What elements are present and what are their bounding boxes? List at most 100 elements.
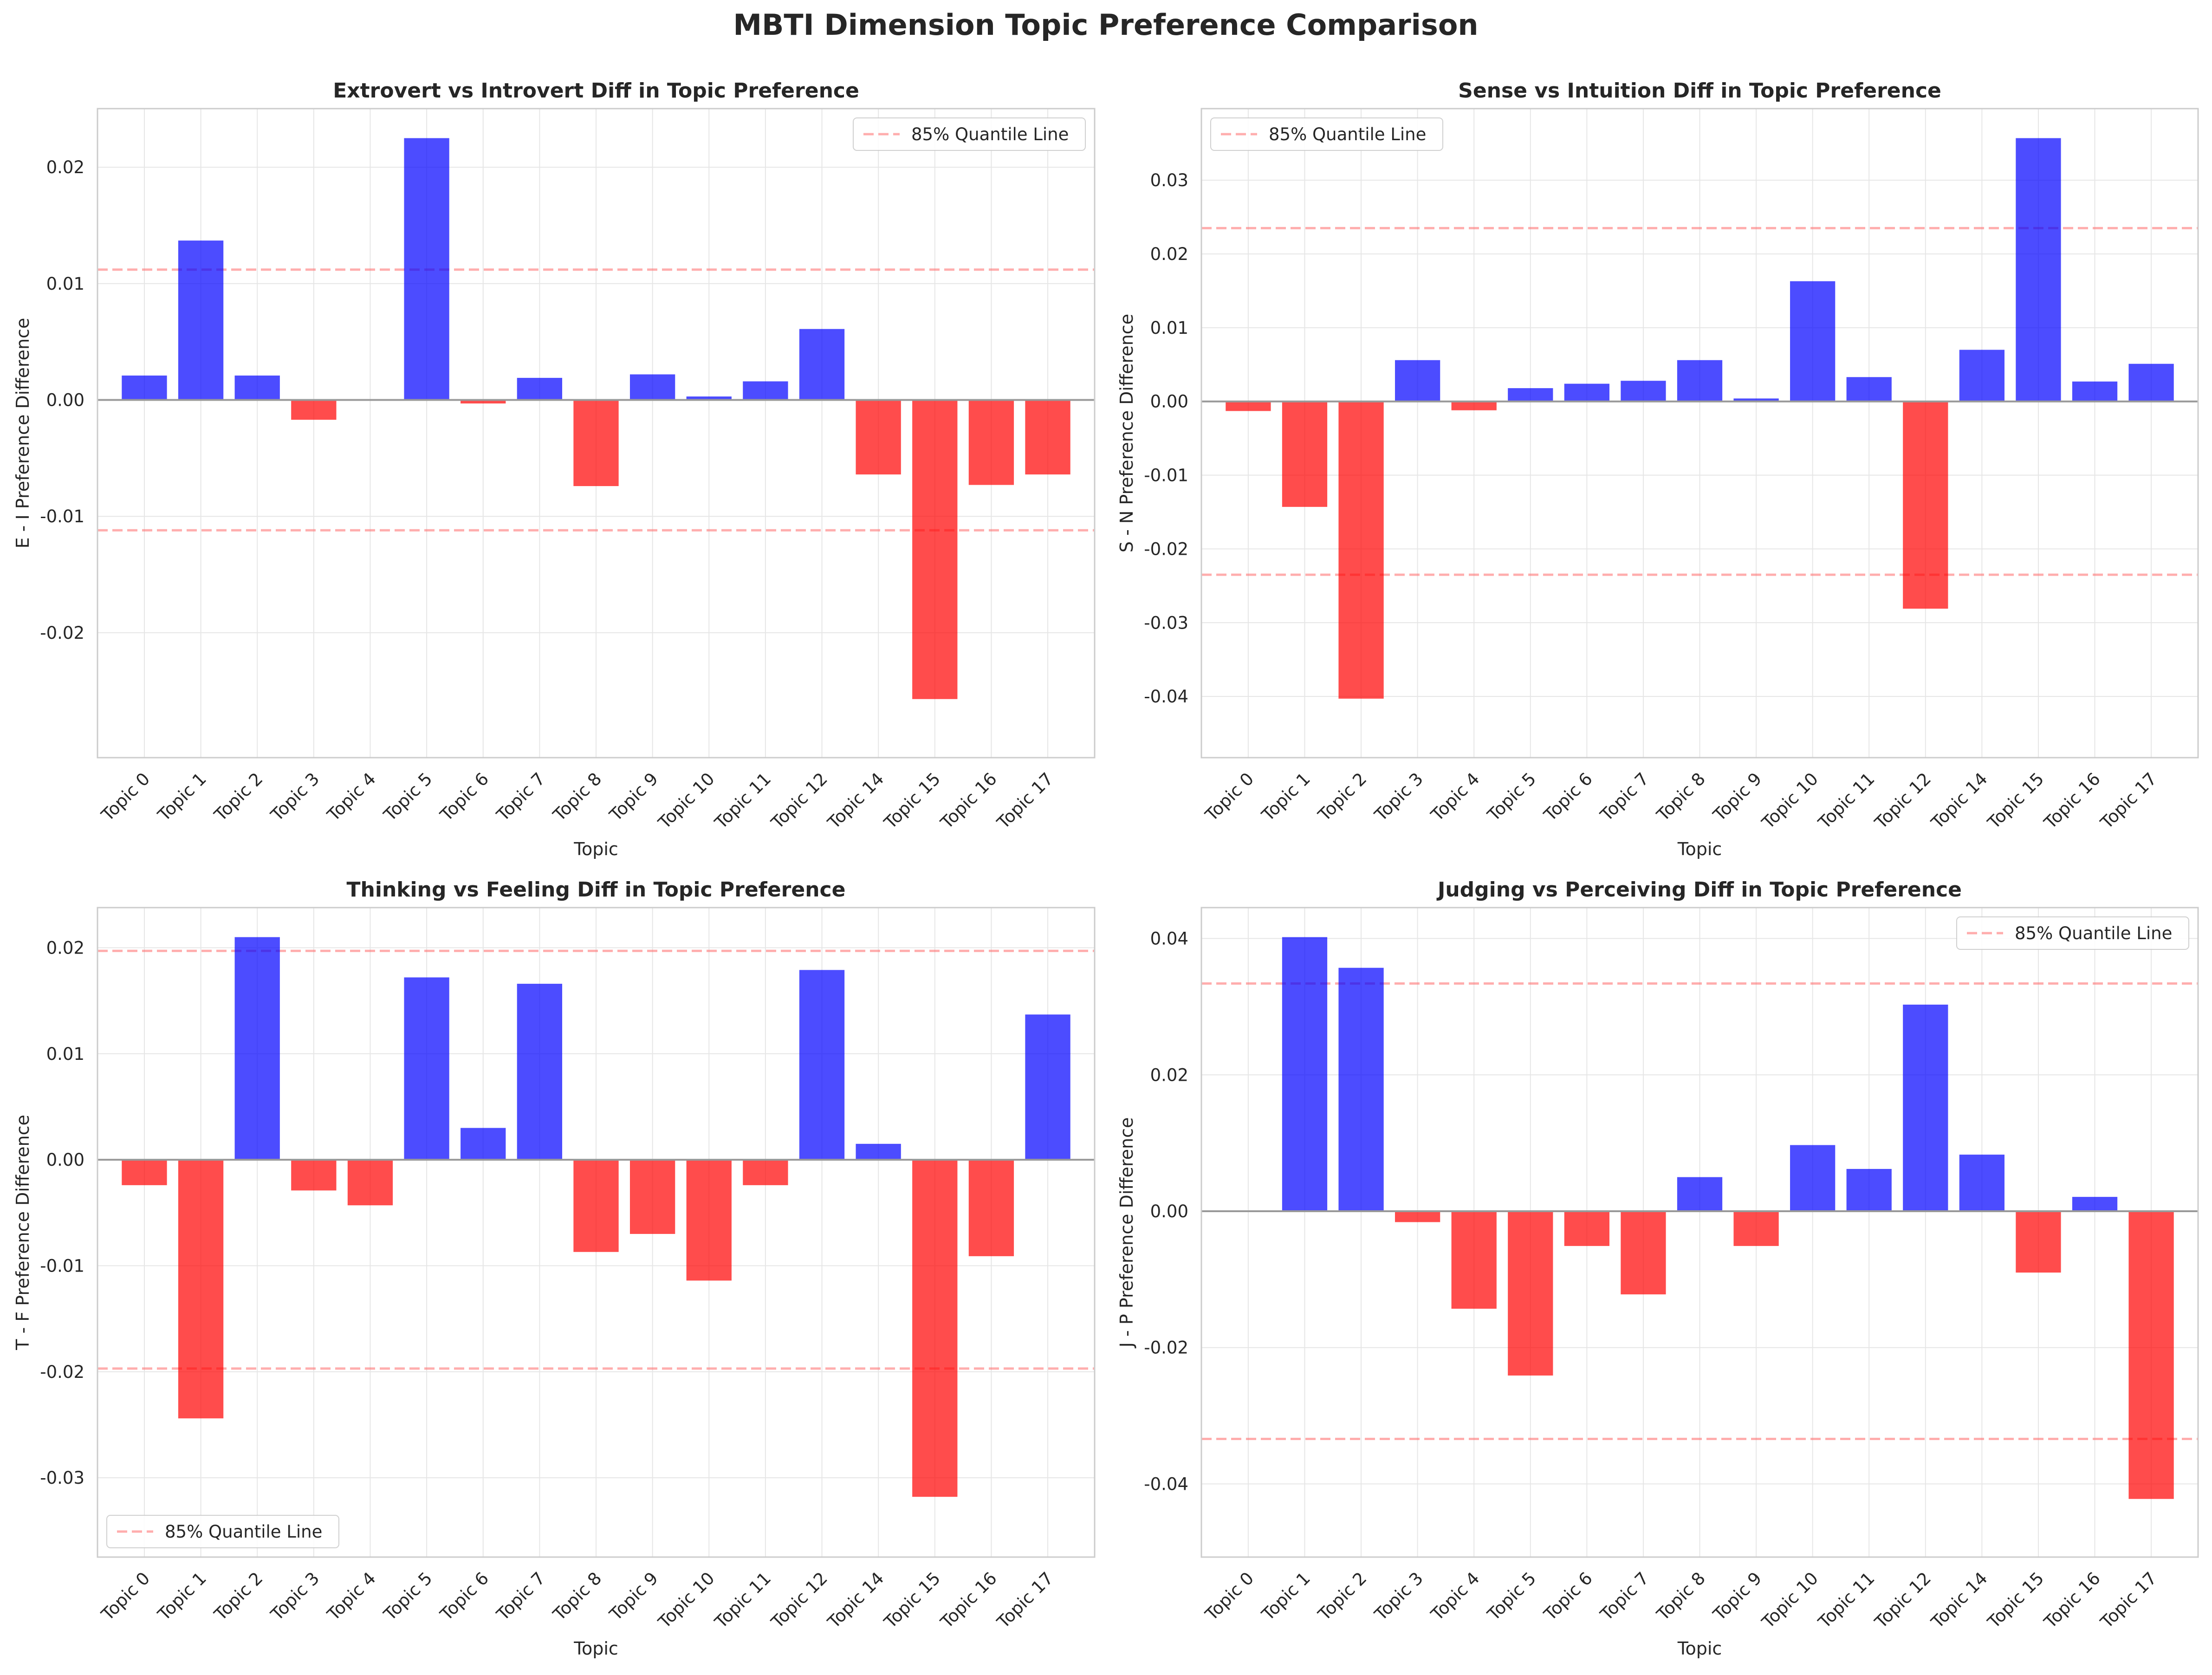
y-tick-label: 0.03 bbox=[1150, 170, 1188, 190]
bar-topic-14 bbox=[1959, 1155, 2005, 1211]
y-axis-label: T - F Preference Difference bbox=[13, 1115, 33, 1350]
bar-topic-5 bbox=[1508, 388, 1553, 402]
bar-topic-8 bbox=[573, 400, 619, 487]
bar-topic-12 bbox=[799, 970, 845, 1160]
y-tick-label: 0.04 bbox=[1150, 929, 1188, 949]
y-tick-label: -0.02 bbox=[40, 1362, 84, 1382]
y-tick-label: -0.02 bbox=[1144, 539, 1188, 559]
bar-topic-12 bbox=[799, 329, 845, 400]
legend: 85% Quantile Line bbox=[106, 1515, 339, 1548]
bar-topic-1 bbox=[178, 1160, 224, 1419]
bar-topic-9 bbox=[629, 374, 675, 400]
figure-title: MBTI Dimension Topic Preference Comparis… bbox=[733, 8, 1478, 42]
x-axis-label: Topic bbox=[573, 1638, 618, 1659]
y-tick-label: -0.01 bbox=[40, 1256, 84, 1276]
legend-box bbox=[853, 117, 1086, 151]
bar-topic-1 bbox=[1282, 937, 1328, 1211]
bar-topic-1 bbox=[178, 240, 224, 400]
bar-topic-16 bbox=[2072, 1197, 2118, 1211]
y-axis-label: J - P Preference Difference bbox=[1116, 1117, 1137, 1349]
legend: 85% Quantile Line bbox=[1956, 916, 2189, 950]
bar-topic-6 bbox=[1564, 1211, 1609, 1246]
bar-topic-7 bbox=[1621, 381, 1666, 402]
bar-topic-17 bbox=[1025, 400, 1070, 474]
bar-topic-8 bbox=[1677, 1177, 1723, 1211]
y-tick-label: -0.01 bbox=[1144, 466, 1188, 486]
subplot-title: Extrovert vs Introvert Diff in Topic Pre… bbox=[333, 79, 859, 103]
bar-topic-0 bbox=[122, 1160, 167, 1185]
bar-topic-16 bbox=[968, 400, 1014, 485]
y-tick-label: 0.01 bbox=[46, 1044, 84, 1064]
y-tick-label: 0.00 bbox=[46, 390, 84, 410]
bar-topic-7 bbox=[517, 377, 563, 400]
bar-topic-14 bbox=[856, 1143, 901, 1160]
bar-topic-6 bbox=[1564, 383, 1609, 402]
y-tick-label: 0.00 bbox=[46, 1150, 84, 1170]
bar-topic-11 bbox=[1846, 1169, 1892, 1211]
y-tick-label: 0.02 bbox=[46, 938, 84, 958]
y-tick-label: -0.01 bbox=[40, 506, 84, 526]
y-tick-label: 0.00 bbox=[1150, 1201, 1188, 1221]
plot-frame bbox=[97, 108, 1096, 759]
y-tick-label: 0.02 bbox=[46, 157, 84, 177]
legend: 85% Quantile Line bbox=[853, 117, 1086, 151]
bar-topic-11 bbox=[1846, 377, 1892, 402]
bar-topic-15 bbox=[2016, 1211, 2061, 1273]
subplot-title: Sense vs Intuition Diff in Topic Prefere… bbox=[1458, 79, 1941, 103]
bar-topic-4 bbox=[1451, 1211, 1497, 1309]
bar-topic-7 bbox=[517, 984, 563, 1160]
bar-topic-3 bbox=[291, 400, 337, 420]
y-tick-label: 0.02 bbox=[1150, 244, 1188, 264]
bar-topic-3 bbox=[1395, 1211, 1440, 1222]
bar-topic-6 bbox=[461, 1128, 506, 1160]
bar-topic-14 bbox=[1959, 350, 2005, 402]
x-axis-label: Topic bbox=[573, 839, 618, 859]
y-axis-label: S - N Preference Difference bbox=[1116, 314, 1137, 552]
x-axis-label: Topic bbox=[1677, 1638, 1722, 1659]
bar-topic-15 bbox=[2016, 138, 2061, 402]
y-axis-label: E - I Preference Difference bbox=[13, 318, 33, 549]
bar-topic-8 bbox=[1677, 360, 1723, 402]
bar-topic-4 bbox=[1451, 401, 1497, 410]
bar-topic-0 bbox=[122, 375, 167, 400]
y-tick-label: 0.01 bbox=[46, 274, 84, 294]
bar-topic-10 bbox=[1790, 1145, 1836, 1211]
bar-topic-12 bbox=[1903, 1004, 1948, 1211]
bar-topic-10 bbox=[686, 1160, 732, 1281]
bar-topic-3 bbox=[291, 1160, 337, 1191]
legend-box bbox=[1210, 117, 1443, 151]
bar-topic-12 bbox=[1903, 401, 1948, 609]
bar-topic-17 bbox=[2128, 364, 2174, 402]
y-tick-label: -0.03 bbox=[40, 1468, 84, 1488]
bar-topic-3 bbox=[1395, 360, 1440, 402]
subplot-2: -0.04 -0.03 -0.02 -0.01 0.00 0.01 0.02 0.03 Topi… bbox=[1116, 79, 2199, 859]
y-tick-label: -0.04 bbox=[1144, 1474, 1188, 1494]
y-tick-label: -0.04 bbox=[1144, 687, 1188, 707]
bar-topic-7 bbox=[1621, 1211, 1666, 1295]
y-tick-label: -0.03 bbox=[1144, 613, 1188, 633]
x-axis-label: Topic bbox=[1677, 839, 1722, 859]
y-tick-label: 0.00 bbox=[1150, 392, 1188, 412]
bar-topic-8 bbox=[573, 1160, 619, 1252]
y-tick-label: 0.02 bbox=[1150, 1065, 1188, 1085]
bar-topic-2 bbox=[234, 937, 280, 1160]
bar-topic-5 bbox=[404, 977, 449, 1160]
bar-topic-9 bbox=[629, 1160, 675, 1234]
bar-topic-16 bbox=[968, 1160, 1014, 1256]
bar-topic-10 bbox=[1790, 281, 1836, 402]
bar-topic-5 bbox=[404, 138, 449, 400]
legend-label: 85% Quantile Line bbox=[911, 124, 1069, 144]
legend: 85% Quantile Line bbox=[1210, 117, 1443, 151]
bar-topic-1 bbox=[1282, 401, 1328, 507]
y-tick-label: 0.01 bbox=[1150, 318, 1188, 338]
subplot-title: Judging vs Perceiving Diff in Topic Pref… bbox=[1436, 878, 1962, 902]
bar-topic-0 bbox=[1226, 401, 1271, 411]
y-tick-label: -0.02 bbox=[40, 623, 84, 643]
y-tick-label: -0.02 bbox=[1144, 1338, 1188, 1358]
legend-label: 85% Quantile Line bbox=[165, 1522, 322, 1542]
plot-frame bbox=[1200, 108, 2199, 759]
